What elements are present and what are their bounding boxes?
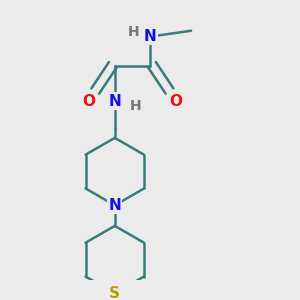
Text: H: H [130,99,141,112]
Text: N: N [108,198,121,213]
Text: O: O [169,94,182,109]
Text: H: H [128,25,140,39]
Text: O: O [83,94,96,109]
Text: N: N [108,94,121,109]
Text: S: S [109,286,120,300]
Text: N: N [144,29,156,44]
